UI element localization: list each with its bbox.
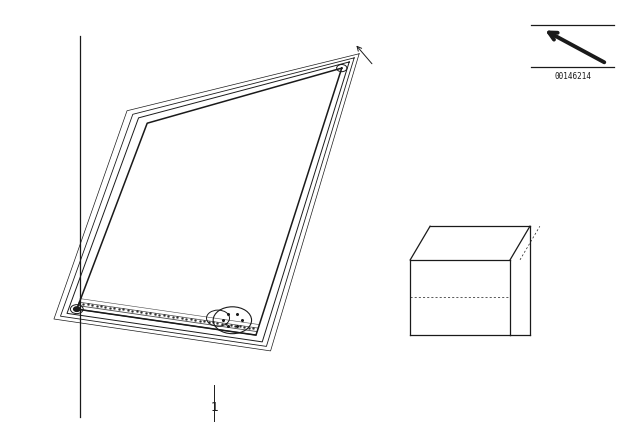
Text: 00146214: 00146214 <box>554 72 591 81</box>
Circle shape <box>74 307 80 311</box>
Text: 1: 1 <box>211 401 218 414</box>
